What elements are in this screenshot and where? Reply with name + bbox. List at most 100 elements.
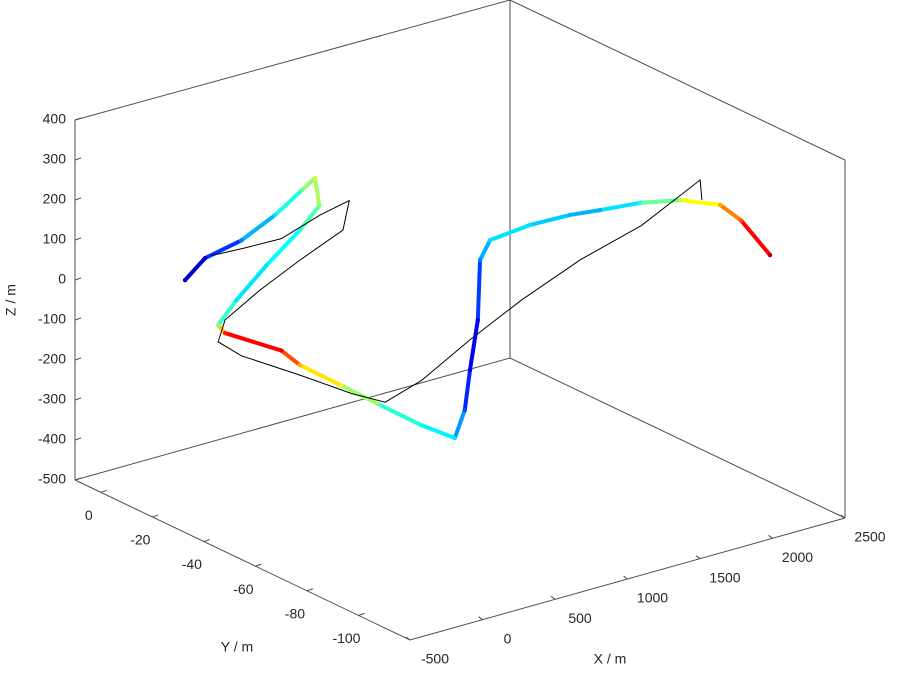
x-tick [405,636,411,641]
trajectory-point [462,407,467,413]
trajectory-point [299,188,304,193]
x-tick-label: -500 [421,651,449,667]
z-tick-label: -300 [38,391,66,407]
trajectory-point [182,277,188,283]
trajectory-point [339,383,344,388]
trajectory-point [767,252,773,258]
trajectory-segment [273,188,304,218]
trajectory-point [297,362,303,368]
z-tick [74,197,82,201]
trajectory-segment [452,408,467,441]
trajectory-segment [299,176,318,193]
z-tick [74,397,82,401]
trajectory-segment [297,363,344,388]
trajectory-segment [475,258,483,322]
z-tick-label: 100 [43,231,67,247]
trajectory-segment [598,200,643,213]
trajectory-point [297,227,303,233]
x-tick [768,534,773,539]
z-tick [74,317,82,321]
trajectory-segment [528,212,573,227]
trajectory-point [739,218,744,223]
trajectory-point [279,348,284,353]
y-tick [306,588,314,592]
y-tick-label: -60 [233,581,253,597]
trajectory-point [312,175,318,181]
x-tick [550,595,556,600]
trajectory-point [317,203,322,208]
x-tick [478,616,483,621]
trajectory-point [239,238,244,243]
z-tick [74,237,82,241]
trajectory-segment [279,348,302,368]
x-axis-label: X / m [594,651,627,667]
trajectory-segment [216,298,239,328]
reference-line [211,179,703,403]
y-tick-label: -100 [332,630,360,646]
z-tick-label: -500 [38,471,66,487]
trajectory-segment [223,331,284,353]
trajectory-segment [462,367,473,413]
trajectory-segment [203,238,244,261]
trajectory-segment [488,222,533,243]
y-tick [203,539,211,543]
trajectory-segment [234,263,269,303]
z-tick-label: -200 [38,351,66,367]
x-tick-label: 500 [568,610,592,626]
y-tick [255,563,262,567]
trajectory-segment [739,218,773,258]
x-tick [840,514,846,519]
y-tick-label: -80 [285,605,305,621]
trajectory-segment [297,203,322,233]
y-tick [152,514,159,518]
x-tick-label: 1500 [709,569,740,585]
trajectory-segment [377,402,424,428]
trajectory-point [477,257,483,263]
trajectory-segment [568,208,603,217]
trajectory-segment [419,423,457,441]
trajectory-point [487,237,493,243]
z-tick [74,117,82,121]
x-tick [623,575,628,580]
trajectory-point [717,202,723,208]
trajectory-point [377,402,383,408]
trajectory-point [567,212,573,218]
trajectory-segment [339,383,382,407]
z-tick [74,357,82,361]
trajectory-point [597,207,603,213]
z-tick-label: 0 [58,271,66,287]
x-tick [695,555,701,560]
z-tick [74,437,82,441]
trajectory-point [452,435,457,441]
box-edge [74,0,846,161]
x-tick-label: 2000 [782,549,813,565]
z-tick-label: 400 [43,111,67,127]
trajectory-point [233,298,239,303]
trajectory-segment [718,202,744,223]
trajectory-segment [678,198,723,207]
trajectory-segment [239,213,278,243]
y-axis-label: Y / m [221,639,253,655]
z-tick-label: 300 [43,151,67,167]
trajectory-point [419,423,424,428]
trajectory-point [202,255,208,261]
trajectory-point [467,367,473,372]
trajectory-point [222,330,228,336]
trajectory-segment [183,256,208,283]
z-tick [74,157,82,161]
trajectory-point [475,317,481,323]
trajectory-point [263,263,269,268]
box-edge [74,357,846,519]
x-tick-label: 1000 [637,590,668,606]
z-tick-label: -400 [38,431,66,447]
z-tick-label: 200 [43,191,67,207]
trajectory-point [527,222,533,228]
z-axis-label: Z / m [3,284,19,316]
y-tick [100,489,107,493]
trajectory-point [215,322,221,328]
trajectory-segment [313,176,322,208]
trajectory-segment [468,317,480,372]
z-tick-label: -100 [38,311,66,327]
